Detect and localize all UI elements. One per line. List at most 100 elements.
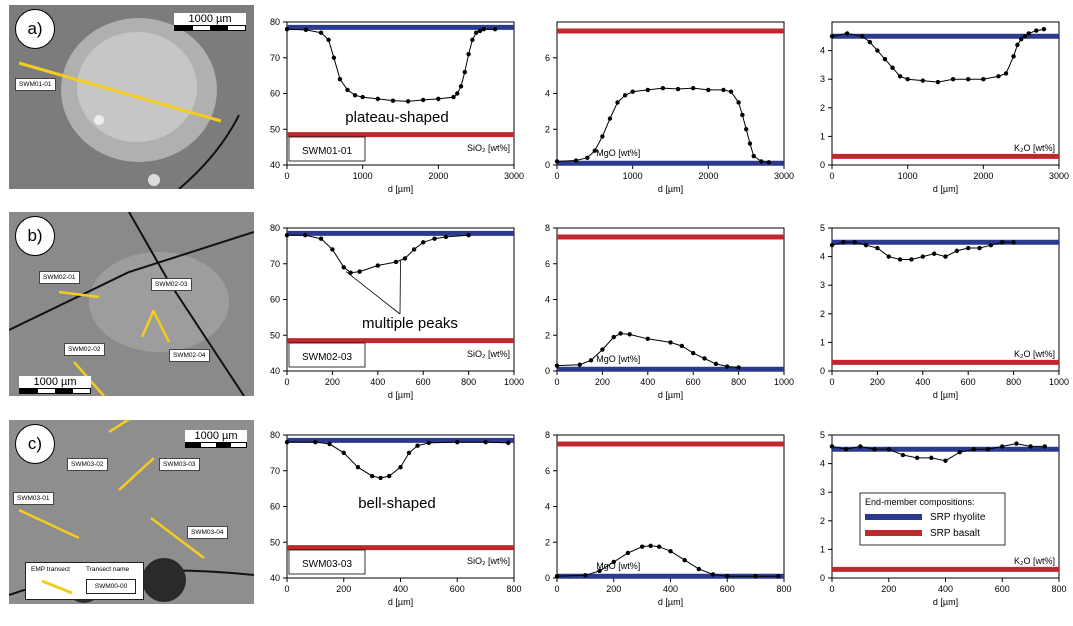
data-point: [920, 78, 925, 83]
transect-label: SWM03-04: [187, 526, 228, 539]
data-point: [996, 74, 1001, 79]
data-point: [1000, 444, 1005, 449]
y-tick-label: 4: [545, 89, 550, 99]
data-point: [766, 160, 772, 165]
data-point: [829, 444, 835, 449]
plot-frame: [286, 434, 515, 579]
element-label: K₂O [wt%]: [1014, 556, 1055, 566]
data-point: [691, 350, 696, 356]
y-tick-label: 0: [820, 366, 825, 376]
data-point: [330, 247, 335, 252]
data-point: [886, 254, 891, 259]
data-point: [1000, 240, 1005, 245]
y-tick-label: 0: [820, 160, 825, 170]
data-point: [393, 259, 399, 265]
data-point: [1042, 444, 1048, 449]
data-point: [360, 94, 365, 100]
transect-box: [288, 549, 366, 575]
shape-annotation: plateau-shaped: [345, 109, 448, 126]
data-point: [935, 79, 941, 85]
data-point: [882, 56, 888, 62]
data-point: [421, 97, 426, 103]
data-point: [618, 331, 623, 336]
x-tick-label: 3000: [774, 171, 794, 181]
x-tick-label: 3000: [1049, 171, 1069, 181]
y-tick-label: 2: [820, 309, 825, 319]
data-point: [470, 37, 475, 43]
x-tick-label: 400: [938, 584, 953, 594]
data-point: [872, 447, 877, 452]
x-tick-label: 1000: [774, 377, 794, 387]
x-tick-label: 200: [870, 377, 885, 387]
x-tick-label: 800: [506, 584, 521, 594]
data-point: [341, 450, 346, 456]
x-tick-label: 0: [284, 377, 289, 387]
x-tick-label: 0: [829, 584, 834, 594]
legend-basalt-label: SRP basalt: [930, 528, 980, 539]
data-point: [573, 158, 579, 163]
y-tick-label: 5: [820, 223, 825, 233]
scale-bar-label: 1000 µm: [174, 13, 246, 25]
x-axis-label: d [µm]: [388, 184, 413, 194]
x-tick-label: 1000: [504, 377, 524, 387]
data-point: [943, 458, 948, 463]
data-point: [943, 254, 948, 259]
data-point: [390, 98, 396, 103]
y-tick-label: 60: [270, 502, 280, 512]
y-tick-label: 3: [820, 74, 825, 84]
data-point: [378, 475, 383, 481]
x-tick-label: 0: [284, 584, 289, 594]
x-tick-label: 400: [393, 584, 408, 594]
data-point: [554, 159, 560, 164]
data-point: [600, 134, 605, 139]
data-point: [863, 242, 869, 248]
profile-line: [287, 441, 509, 479]
plot-frame: [831, 434, 1060, 579]
data-point: [405, 99, 411, 104]
data-point: [1003, 71, 1009, 76]
profile-line: [831, 443, 1045, 462]
data-point: [327, 441, 332, 447]
y-tick-label: 4: [545, 295, 550, 305]
data-point: [443, 234, 449, 240]
data-point: [630, 89, 635, 94]
data-point: [284, 26, 290, 32]
data-point: [477, 28, 483, 34]
data-point: [611, 334, 616, 340]
data-point: [455, 439, 460, 445]
data-point: [402, 256, 408, 261]
x-tick-label: 3000: [504, 171, 524, 181]
chart-0-1: 0 2 4 6 0 1000 2000 3000 d [µm] MgO [wt%]: [545, 21, 794, 194]
chart-0-0: 40 50 60 70 80 0 1000 2000 3000 d [µm] SiO₂ [wt%] S…: [270, 17, 524, 194]
element-label: K₂O [wt%]: [1014, 349, 1055, 359]
x-axis-label: d [µm]: [933, 184, 958, 194]
plot-frame: [831, 21, 1060, 166]
x-tick-label: 2000: [973, 171, 993, 181]
data-point: [852, 240, 857, 245]
y-tick-label: 4: [820, 252, 825, 262]
data-point: [740, 112, 745, 118]
data-point: [1028, 444, 1033, 449]
profile-line: [287, 234, 469, 274]
data-point: [436, 96, 441, 102]
element-label: MgO [wt%]: [596, 561, 640, 571]
data-point: [860, 34, 865, 39]
data-point: [743, 127, 749, 132]
x-tick-label: 200: [881, 584, 896, 594]
data-point: [455, 91, 460, 96]
data-point: [1034, 28, 1039, 33]
x-axis-label: d [µm]: [933, 597, 958, 607]
data-point: [920, 254, 925, 259]
x-tick-label: 800: [1006, 377, 1021, 387]
data-point: [931, 251, 937, 256]
x-axis-label: d [µm]: [658, 390, 683, 400]
data-point: [585, 155, 590, 161]
data-point: [554, 574, 560, 579]
data-point: [1026, 31, 1031, 36]
x-axis-label: d [µm]: [933, 390, 958, 400]
data-point: [627, 332, 632, 337]
y-tick-label: 5: [820, 430, 825, 440]
data-point: [645, 336, 650, 342]
y-tick-label: 1: [820, 131, 825, 141]
